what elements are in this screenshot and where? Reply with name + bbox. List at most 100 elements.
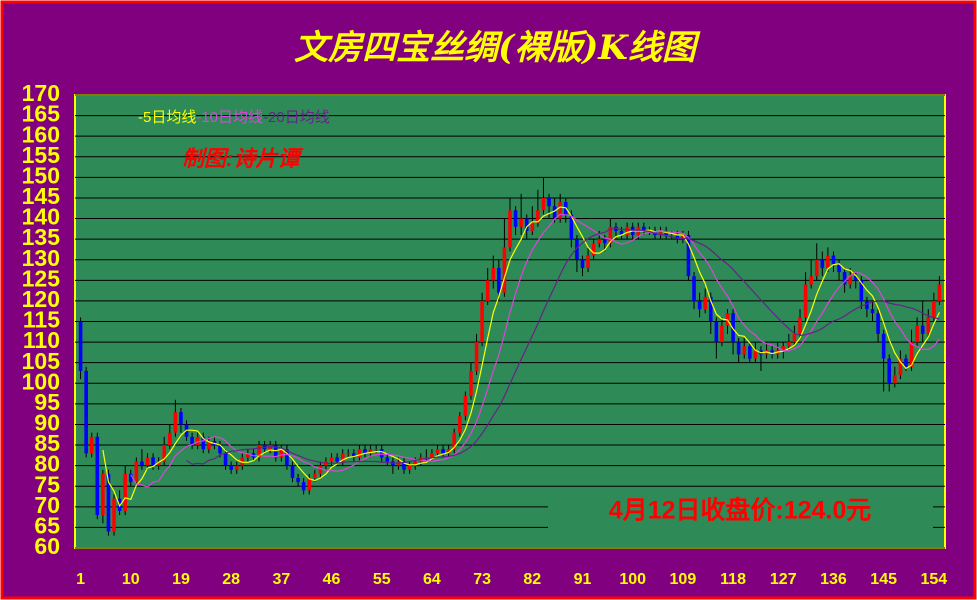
- candle-body: [430, 453, 434, 458]
- candle-body: [597, 239, 602, 244]
- x-tick-label: 145: [870, 571, 897, 588]
- candle-body: [703, 296, 707, 310]
- candle-body: [290, 465, 295, 478]
- x-tick-label: 100: [619, 571, 646, 588]
- candle-body: [524, 218, 529, 231]
- candle-body: [435, 449, 440, 454]
- x-tick-label: 73: [473, 571, 491, 588]
- annotation-box: [548, 492, 933, 532]
- y-tick-label: 115: [23, 307, 60, 333]
- x-tick-label: 118: [720, 571, 746, 588]
- y-tick-label: 120: [22, 286, 60, 312]
- candle-body: [870, 309, 875, 314]
- candle-body: [402, 461, 406, 470]
- candle-body: [257, 445, 261, 458]
- candle-body: [859, 280, 864, 301]
- legend-entry: -10日均线: [196, 109, 263, 126]
- candle-body: [669, 235, 674, 237]
- x-tick-label: 55: [373, 571, 391, 588]
- candle-body: [770, 350, 774, 355]
- candle-body: [893, 375, 897, 384]
- candle-body: [346, 453, 351, 455]
- candle-body: [742, 346, 747, 355]
- candle-body: [619, 230, 624, 236]
- x-tick-label: 1: [76, 571, 85, 588]
- candle-body: [675, 235, 680, 240]
- candle-body: [223, 453, 228, 466]
- y-tick-label: 100: [22, 368, 60, 394]
- candle-body: [385, 457, 390, 462]
- candle-body: [313, 473, 317, 478]
- candle-body: [658, 230, 663, 236]
- candle-body: [686, 235, 691, 277]
- candle-body: [814, 259, 819, 277]
- candle-body: [842, 272, 847, 285]
- candle-body: [915, 325, 919, 343]
- candle-body: [234, 465, 239, 470]
- candle-body: [580, 259, 585, 268]
- candle-body: [513, 210, 518, 227]
- candle-body: [446, 449, 451, 454]
- candle-body: [497, 267, 501, 293]
- candle-body: [106, 473, 111, 532]
- candle-body: [368, 449, 373, 454]
- candle-body: [128, 473, 133, 483]
- candle-body: [748, 346, 752, 359]
- candle-body: [603, 239, 607, 244]
- candle-body: [625, 226, 629, 236]
- x-tick-label: 46: [323, 571, 341, 588]
- y-tick-label: 130: [22, 245, 60, 271]
- candle-body: [536, 210, 540, 223]
- candle-body: [201, 436, 206, 450]
- candle-body: [458, 416, 462, 433]
- y-tick-label: 60: [34, 533, 60, 559]
- y-tick-label: 85: [34, 430, 60, 456]
- candle-body: [491, 267, 496, 281]
- candle-body: [318, 465, 323, 474]
- candle-body: [731, 313, 735, 343]
- candle-body: [809, 276, 813, 285]
- candle-body: [865, 300, 869, 310]
- candle-body: [78, 321, 83, 371]
- candle-body: [876, 313, 880, 334]
- candle-body: [480, 300, 484, 343]
- y-tick-label: 80: [34, 451, 60, 477]
- y-tick-label: 170: [22, 80, 60, 106]
- candle-body: [240, 457, 245, 466]
- candle-body: [909, 342, 914, 367]
- candle-body: [853, 276, 858, 281]
- candle-body: [207, 440, 211, 450]
- candle-body: [190, 436, 194, 446]
- candle-body: [379, 449, 384, 458]
- candle-body: [112, 498, 116, 532]
- candle-body: [229, 465, 233, 470]
- candle-body: [134, 461, 139, 483]
- candle-body: [101, 473, 105, 516]
- candle-body: [329, 457, 334, 462]
- candle-body: [904, 358, 908, 367]
- candle-body: [792, 333, 797, 343]
- x-tick-label: 28: [222, 571, 240, 588]
- candle-body: [340, 453, 345, 462]
- candle-body: [469, 370, 473, 396]
- y-tick-label: 125: [22, 265, 61, 291]
- y-tick-label: 110: [23, 327, 60, 353]
- x-tick-label: 154: [920, 571, 947, 588]
- candle-body: [803, 284, 808, 318]
- candle-body: [162, 445, 167, 462]
- candle-body: [195, 436, 200, 446]
- candle-body: [452, 432, 457, 450]
- candle-body: [608, 226, 613, 244]
- candle-body: [787, 342, 791, 347]
- x-tick-label: 19: [172, 571, 190, 588]
- candle-body: [502, 247, 507, 293]
- annotation: 制图:诗片谭: [182, 146, 304, 171]
- candle-body: [218, 445, 222, 454]
- candle-body: [173, 412, 178, 433]
- candle-body: [642, 226, 646, 231]
- candle-body: [307, 477, 312, 491]
- x-tick-label: 136: [820, 571, 847, 588]
- candle-body: [820, 259, 825, 268]
- candle-body: [720, 325, 724, 343]
